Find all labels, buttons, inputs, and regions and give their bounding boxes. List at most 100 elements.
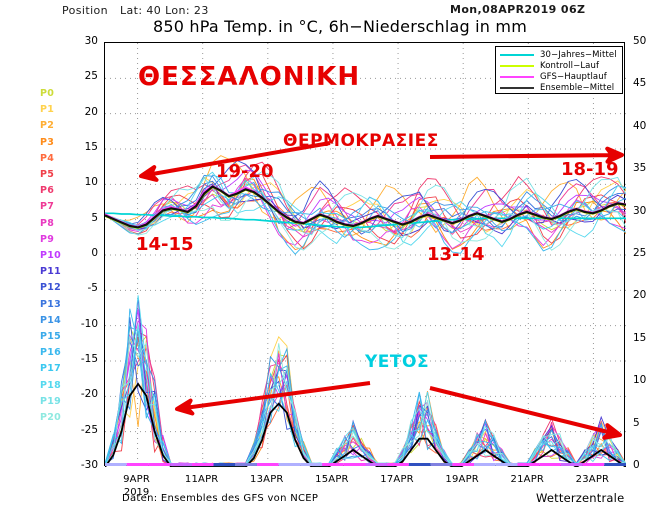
y2-tick-40: 40 xyxy=(633,119,647,132)
y-tick--5: -5 xyxy=(87,282,98,295)
x-tick-11apr: 11APR xyxy=(184,474,219,485)
annotation-city: ΘΕΣΣΑΛΟΝΙΚΗ xyxy=(138,62,361,92)
y2-tick-15: 15 xyxy=(633,331,647,344)
precip-strip-segment xyxy=(191,463,214,466)
temperature-member-line xyxy=(105,180,626,233)
series-line-jahresmittel xyxy=(105,212,626,229)
precip-strip-segment xyxy=(300,463,323,466)
precip-strip-segment xyxy=(343,463,366,466)
ensemble-member-p10: P10 xyxy=(40,250,62,262)
precip-strip-segment xyxy=(278,463,301,466)
legend-label: Kontroll−Lauf xyxy=(540,61,600,72)
annotation-rainfall: ΥΕΤΟΣ xyxy=(365,352,430,372)
legend-item-3: Ensemble−Mittel xyxy=(500,83,618,94)
y2-tick-45: 45 xyxy=(633,77,647,90)
y-tick--20: -20 xyxy=(80,388,98,401)
ensemble-member-p11: P11 xyxy=(40,266,62,278)
y-tick-30: 30 xyxy=(84,35,98,47)
ensemble-member-p19: P19 xyxy=(40,395,62,407)
y2-tick-35: 35 xyxy=(633,162,647,175)
reference-series-lines xyxy=(105,184,626,229)
ensemble-member-legend: P0 P1 P2 P3 P4 P5 P6 P7 P8 P9 P10 P11 P12 P13 P14 P15 P1… xyxy=(40,86,80,426)
ensemble-member-p3: P3 xyxy=(40,136,55,148)
precip-strip-segment xyxy=(604,463,626,466)
ensemble-member-p12: P12 xyxy=(40,282,62,294)
precip-strip-segment xyxy=(322,463,344,466)
ensemble-member-p18: P18 xyxy=(40,379,62,391)
ensemble-member-p5: P5 xyxy=(40,169,55,181)
x-tick-9apr: 9APR xyxy=(123,474,151,485)
temperature-member-line xyxy=(105,181,626,255)
y-tick--15: -15 xyxy=(80,353,98,365)
x-tick-17apr: 17APR xyxy=(380,474,414,485)
y-tick-20: 20 xyxy=(84,105,98,118)
series-legend: 30−Jahres−Mittel Kontroll−Lauf GFS−Hauptla… xyxy=(495,46,623,94)
y-tick-15: 15 xyxy=(84,141,98,153)
page-title: 850 hPa Temp. in °C, 6h−Niederschlag in … xyxy=(153,17,527,36)
y2-tick-30: 30 xyxy=(633,204,647,217)
annotation-arrow xyxy=(429,146,624,164)
precip-strip-segment xyxy=(474,463,496,466)
temperature-member-line xyxy=(105,191,626,251)
x-tick-21apr: 21APR xyxy=(510,474,545,485)
precip-strip-segment xyxy=(408,463,431,466)
ensemble-member-p9: P9 xyxy=(40,233,55,245)
legend-swatch-icon xyxy=(500,76,534,79)
precip-strip-segment xyxy=(517,463,540,466)
annotation-arrow xyxy=(139,141,331,182)
y-tick--25: -25 xyxy=(80,423,98,436)
ensemble-member-p16: P16 xyxy=(40,347,62,359)
y-tick-25: 25 xyxy=(84,70,98,83)
precipitation-base-strip xyxy=(105,463,626,466)
temperature-member-line xyxy=(105,171,626,239)
x-axis-year-label: 2019 xyxy=(123,487,150,498)
legend-item-1: Kontroll−Lauf xyxy=(500,61,618,72)
y-tick--30: -30 xyxy=(80,459,98,471)
position-label: Position xyxy=(62,4,109,17)
ensemble-member-p13: P13 xyxy=(40,298,62,310)
x-tick-15apr: 15APR xyxy=(315,474,349,485)
ensemble-member-p17: P17 xyxy=(40,363,62,375)
ensemble-member-p7: P7 xyxy=(40,201,55,213)
annotation-value-14-15: 14-15 xyxy=(136,234,194,255)
legend-swatch-icon xyxy=(500,65,534,68)
x-tick-23apr: 23APR xyxy=(575,474,610,485)
brand-label: Wetterzentrale xyxy=(536,491,625,505)
legend-label: Ensemble−Mittel xyxy=(540,83,615,94)
legend-item-0: 30−Jahres−Mittel xyxy=(500,50,618,61)
precip-strip-segment xyxy=(387,463,409,466)
y2-tick-10: 10 xyxy=(633,374,647,387)
ensemble-member-p20: P20 xyxy=(40,412,62,424)
x-tick-19apr: 19APR xyxy=(445,474,479,485)
annotation-value-13-14: 13-14 xyxy=(427,244,485,265)
y-tick-5: 5 xyxy=(91,211,98,224)
y-tick-10: 10 xyxy=(84,176,98,189)
temperature-member-line xyxy=(105,177,626,250)
annotation-temperatures: ΘΕΡΜΟΚΡΑΣΙΕΣ xyxy=(283,131,439,151)
precip-strip-segment xyxy=(213,463,236,466)
y2-tick-25: 25 xyxy=(633,247,647,259)
precip-strip-segment xyxy=(235,463,257,466)
legend-swatch-icon xyxy=(500,54,534,57)
y-tick--10: -10 xyxy=(80,317,98,330)
ensemble-member-p14: P14 xyxy=(40,314,62,326)
legend-item-2: GFS−Hauptlauf xyxy=(500,72,618,83)
annotation-value-19-20: 19-20 xyxy=(216,161,274,182)
ensemble-member-p2: P2 xyxy=(40,120,55,132)
series-line-ensemblemittel xyxy=(105,185,626,229)
model-run-timestamp: Mon,08APR2019 06Z xyxy=(450,3,586,16)
ensemble-member-p1: P1 xyxy=(40,104,55,116)
precip-strip-segment xyxy=(495,463,518,466)
temperature-member-line xyxy=(105,171,626,248)
chart-canvas xyxy=(105,43,626,467)
precip-strip-segment xyxy=(582,463,605,466)
temperature-member-line xyxy=(105,183,626,237)
data-source-label: Daten: Ensembles des GFS von NCEP xyxy=(122,493,319,504)
y2-tick-50: 50 xyxy=(633,35,647,47)
temperature-member-line xyxy=(105,164,626,235)
precip-strip-segment xyxy=(452,463,474,466)
legend-label: 30−Jahres−Mittel xyxy=(540,50,617,61)
annotation-arrow xyxy=(429,386,622,440)
precip-strip-segment xyxy=(430,463,453,466)
ensemble-member-p6: P6 xyxy=(40,185,55,197)
